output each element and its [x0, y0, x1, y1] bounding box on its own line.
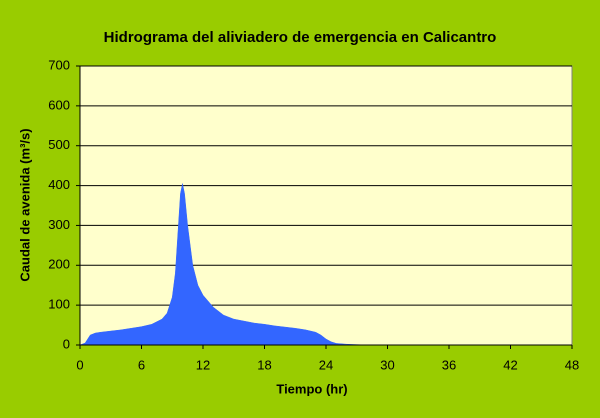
y-tick-label: 400: [48, 177, 70, 192]
x-axis-title: Tiempo (hr): [276, 381, 347, 396]
y-tick-label: 300: [48, 217, 70, 232]
x-tick-label: 18: [257, 357, 271, 372]
x-tick-label: 30: [380, 357, 394, 372]
x-tick-label: 36: [442, 357, 456, 372]
y-tick-label: 0: [63, 336, 70, 351]
plot-area: [79, 65, 573, 346]
x-tick-label: 42: [503, 357, 517, 372]
y-axis-title: Caudal de avenida (m³/s): [17, 128, 32, 281]
x-tick-label: 48: [565, 357, 579, 372]
x-tick-label: 6: [138, 357, 145, 372]
x-tick-label: 24: [319, 357, 333, 372]
y-tick-label: 100: [48, 297, 70, 312]
y-tick-label: 700: [48, 57, 70, 72]
y-tick-label: 600: [48, 97, 70, 112]
y-tick-label: 200: [48, 257, 70, 272]
x-tick-label: 12: [196, 357, 210, 372]
area: [79, 183, 572, 346]
x-tick-label: 0: [76, 357, 83, 372]
chart-title: Hidrograma del aliviadero de emergencia …: [104, 29, 497, 46]
y-tick-label: 500: [48, 137, 70, 152]
